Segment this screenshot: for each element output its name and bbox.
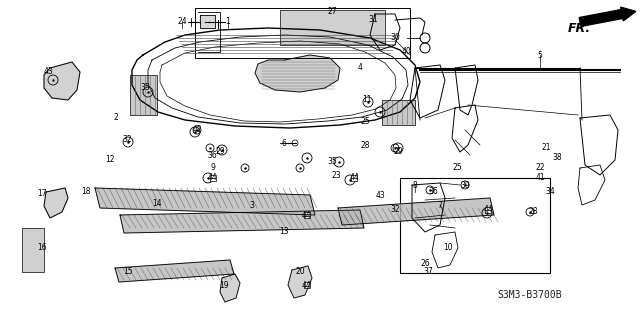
Polygon shape: [95, 188, 315, 215]
Text: 3: 3: [250, 201, 255, 210]
Text: 17: 17: [37, 189, 47, 198]
Text: 5: 5: [538, 50, 543, 60]
Text: 18: 18: [81, 188, 91, 197]
Polygon shape: [220, 274, 240, 302]
Text: 34: 34: [545, 188, 555, 197]
Text: 36: 36: [207, 151, 217, 160]
Text: 26: 26: [420, 258, 430, 268]
Polygon shape: [288, 266, 312, 298]
Text: 44: 44: [208, 174, 218, 182]
Bar: [351, 175, 357, 181]
Text: 16: 16: [37, 243, 47, 253]
Text: 44: 44: [302, 280, 312, 290]
Polygon shape: [200, 15, 215, 28]
Text: 44: 44: [483, 205, 493, 214]
Text: 10: 10: [443, 243, 453, 253]
Text: FR.: FR.: [568, 21, 591, 34]
Bar: [304, 282, 310, 288]
FancyArrow shape: [579, 7, 636, 26]
Text: 32: 32: [122, 136, 132, 145]
Text: 37: 37: [423, 268, 433, 277]
Text: 23: 23: [331, 170, 341, 180]
Text: 2: 2: [114, 114, 118, 122]
Text: 27: 27: [327, 8, 337, 17]
Text: 14: 14: [152, 198, 162, 207]
Text: 32: 32: [390, 205, 400, 214]
Text: 13: 13: [279, 227, 289, 236]
Text: 36: 36: [428, 188, 438, 197]
Text: 43: 43: [43, 68, 53, 77]
Bar: [304, 212, 310, 218]
Bar: [280, 10, 385, 45]
Polygon shape: [255, 55, 340, 92]
Text: 44: 44: [349, 174, 359, 182]
Bar: [382, 100, 415, 125]
Text: 22: 22: [535, 164, 545, 173]
Text: 44: 44: [302, 211, 312, 219]
Bar: [400, 178, 550, 273]
Text: 39: 39: [460, 181, 470, 189]
Text: 24: 24: [177, 18, 187, 26]
Text: 41: 41: [535, 174, 545, 182]
Text: 15: 15: [123, 268, 133, 277]
Bar: [130, 75, 157, 115]
Text: 42: 42: [192, 125, 202, 135]
Text: 31: 31: [368, 16, 378, 25]
Polygon shape: [120, 210, 364, 233]
Text: 6: 6: [282, 138, 287, 147]
Text: 28: 28: [360, 140, 370, 150]
Text: 35: 35: [327, 158, 337, 167]
Text: 7: 7: [438, 201, 442, 210]
Text: 12: 12: [105, 155, 115, 165]
Text: 8: 8: [413, 181, 417, 189]
Text: 20: 20: [295, 268, 305, 277]
Text: 9: 9: [211, 164, 216, 173]
Polygon shape: [115, 260, 234, 282]
Text: 29: 29: [215, 147, 225, 157]
Bar: [195, 8, 410, 58]
Bar: [210, 175, 216, 181]
Bar: [485, 207, 491, 213]
Text: 11: 11: [362, 95, 372, 105]
Text: 21: 21: [541, 144, 551, 152]
Text: 35: 35: [140, 84, 150, 93]
Polygon shape: [44, 188, 68, 218]
Bar: [22, 228, 44, 272]
Polygon shape: [338, 198, 494, 225]
Text: 1: 1: [226, 18, 230, 26]
Text: 19: 19: [219, 280, 229, 290]
Polygon shape: [44, 62, 80, 100]
Text: 40: 40: [401, 48, 411, 56]
Text: 43: 43: [375, 190, 385, 199]
Text: 4: 4: [358, 63, 362, 72]
Text: 25: 25: [452, 164, 462, 173]
Text: S3M3-B3700B: S3M3-B3700B: [498, 290, 563, 300]
Text: 38: 38: [552, 153, 562, 162]
Text: 29: 29: [393, 147, 403, 157]
Text: 28: 28: [528, 207, 538, 217]
Text: 25: 25: [360, 117, 370, 127]
Text: 30: 30: [390, 33, 400, 42]
